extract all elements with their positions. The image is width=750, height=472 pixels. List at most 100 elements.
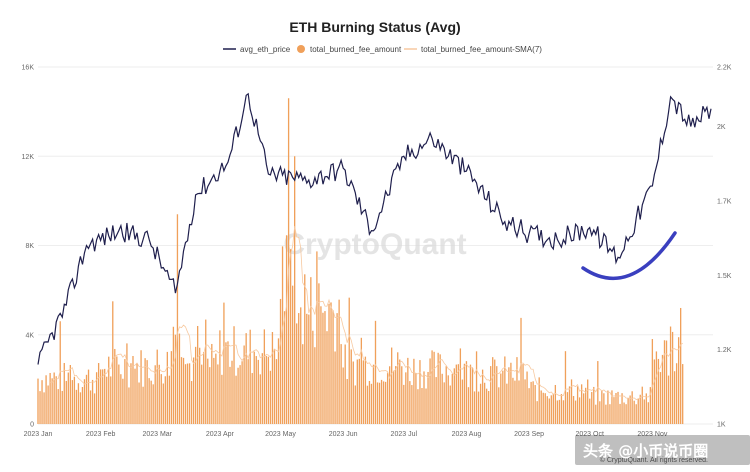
bar-burned-fee	[128, 387, 130, 424]
bar-burned-fee	[508, 367, 510, 424]
right-tick-label: 2K	[717, 124, 726, 131]
bar-burned-fee	[659, 372, 662, 424]
bar-burned-fee	[397, 352, 399, 424]
bar-burned-fee	[544, 393, 546, 424]
bar-burned-fee	[316, 251, 318, 424]
bar-burned-fee	[477, 391, 480, 424]
right-tick-label: 1.2K	[717, 347, 732, 354]
bar-burned-fee	[597, 361, 599, 424]
bar-burned-fee	[536, 401, 538, 424]
bar-burned-fee	[502, 370, 504, 424]
bar-burned-fee	[413, 358, 415, 424]
bar-burned-fee	[451, 373, 453, 424]
x-tick-label: 2023 Jun	[329, 431, 358, 438]
bar-burned-fee	[320, 306, 322, 424]
bar-burned-fee	[314, 347, 316, 424]
bar-burned-fee	[180, 357, 183, 424]
bar-burned-fee	[358, 358, 360, 424]
bar-burned-fee	[298, 313, 300, 424]
bar-burned-fee	[617, 391, 619, 424]
bar-burned-fee	[330, 302, 332, 424]
bar-burned-fee	[655, 351, 658, 424]
bar-burned-fee	[409, 381, 411, 424]
bar-burned-fee	[663, 340, 666, 424]
bar-burned-fee	[124, 359, 126, 424]
bar-burned-fee	[148, 378, 150, 424]
bar-burned-fee	[378, 382, 381, 424]
left-tick-label: 8K	[25, 243, 34, 250]
bar-burned-fee	[362, 360, 365, 424]
right-axis-ticks: 1K 1.2K 1.5K 1.7K 2K 2.2K	[717, 65, 732, 429]
bar-burned-fee	[429, 358, 431, 424]
x-axis-ticks: 2023 Jan 2023 Feb 2023 Mar 2023 Apr 2023 May…	[24, 431, 668, 438]
bar-burned-fee	[510, 362, 512, 424]
bar-burned-fee	[360, 337, 363, 424]
x-tick-label: 2023 Oct	[576, 431, 604, 438]
bar-burned-fee	[79, 392, 82, 424]
bar-burned-fee	[249, 329, 251, 424]
bar-burned-fee	[97, 363, 100, 424]
bar-burned-fee	[186, 363, 189, 424]
bar-burned-fee	[673, 371, 676, 424]
bar-burned-fee	[263, 329, 266, 424]
bars-total-burned	[37, 98, 684, 425]
bar-burned-fee	[324, 311, 326, 424]
bar-burned-fee	[488, 391, 490, 424]
bar-burned-fee	[194, 346, 197, 424]
bar-burned-fee	[651, 339, 654, 424]
bar-burned-fee	[524, 379, 526, 424]
bar-burned-fee	[104, 368, 106, 424]
legend: avg_eth_price total_burned_fee_amount to…	[223, 45, 542, 54]
bar-burned-fee	[144, 358, 146, 424]
bar-burned-fee	[342, 367, 344, 424]
bar-burned-fee	[356, 359, 358, 424]
bar-burned-fee	[152, 384, 154, 424]
bar-burned-fee	[613, 397, 615, 424]
bar-burned-fee	[348, 297, 350, 424]
bar-burned-fee	[415, 373, 417, 424]
x-tick-label: 2023 Sep	[514, 431, 544, 438]
bar-burned-fee	[85, 374, 88, 424]
bar-burned-fee	[463, 363, 466, 424]
footer-copyright: © CryptoQuant. All rights reserved.	[600, 456, 708, 464]
bar-burned-fee	[520, 317, 522, 424]
bar-burned-fee	[213, 357, 215, 424]
bar-burned-fee	[461, 379, 464, 424]
bar-burned-fee	[550, 395, 552, 424]
bar-burned-fee	[578, 397, 581, 424]
bar-burned-fee	[431, 350, 433, 424]
bar-burned-fee	[275, 359, 278, 424]
annotation-curve	[581, 231, 677, 281]
bar-burned-fee	[110, 376, 112, 424]
bar-burned-fee	[607, 390, 609, 424]
bar-burned-fee	[164, 376, 166, 424]
bar-burned-fee	[576, 386, 579, 424]
bar-burned-fee	[677, 337, 680, 424]
bar-burned-fee	[59, 321, 61, 424]
bar-burned-fee	[225, 342, 227, 424]
bar-burned-fee	[102, 369, 104, 424]
bar-burned-fee	[334, 351, 336, 424]
bar-burned-fee	[67, 372, 69, 424]
bar-burned-fee	[45, 375, 47, 424]
bar-burned-fee	[302, 344, 304, 424]
bar-burned-fee	[388, 366, 391, 424]
bar-burned-fee	[556, 400, 559, 424]
bar-burned-fee	[112, 301, 114, 424]
bar-burned-fee	[203, 352, 205, 424]
bar-burned-fee	[526, 371, 528, 424]
bar-burned-fee	[407, 357, 409, 424]
bar-burned-fee	[55, 376, 57, 424]
bar-burned-fee	[120, 374, 122, 424]
bar-burned-fee	[267, 356, 270, 424]
bar-burned-fee	[51, 378, 53, 424]
bar-burned-fee	[522, 364, 524, 424]
bar-burned-fee	[445, 366, 447, 424]
bar-burned-fee	[114, 348, 116, 424]
bar-burned-fee	[245, 333, 247, 424]
bar-burned-fee	[296, 323, 298, 424]
bar-burned-fee	[205, 319, 207, 424]
bar-burned-fee	[176, 214, 179, 424]
bar-burned-fee	[287, 98, 290, 425]
bar-burned-fee	[459, 348, 462, 424]
